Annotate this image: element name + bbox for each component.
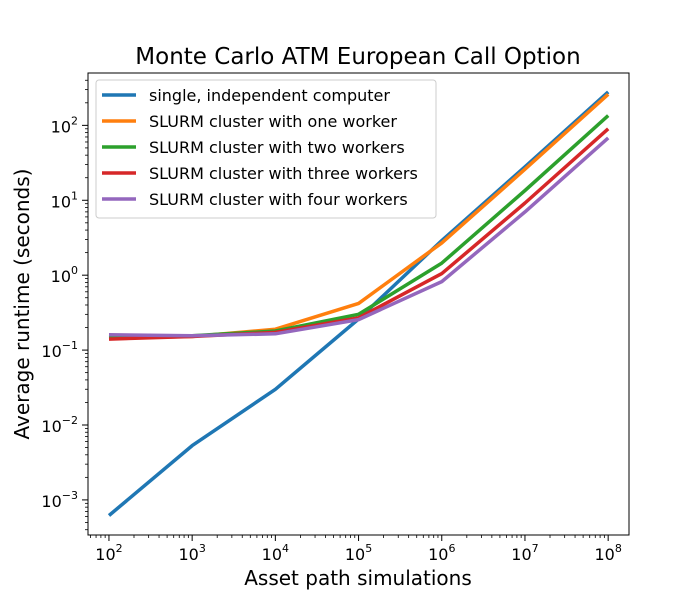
y-tick-label: 101 — [51, 189, 78, 211]
legend-entry-label: single, independent computer — [149, 86, 390, 105]
y-tick-label: 100 — [51, 264, 78, 286]
y-tick-label: 10−2 — [41, 414, 78, 436]
legend-box — [95, 79, 437, 219]
x-tick-label: 102 — [95, 542, 122, 564]
y-tick-label: 10−3 — [41, 489, 78, 511]
series-line-5 — [108, 136, 610, 338]
legend-entry-label: SLURM cluster with four workers — [149, 190, 408, 209]
x-tick-label: 107 — [511, 542, 538, 564]
x-tick-label: 106 — [428, 542, 455, 564]
x-tick-label: 104 — [262, 542, 289, 564]
plot-lines — [107, 90, 610, 517]
x-axis-label: Asset path simulations — [244, 566, 472, 590]
x-tick-label: 103 — [178, 542, 205, 564]
legend: single, independent computer SLURM cluste… — [95, 79, 437, 219]
y-tick-label: 10−1 — [41, 339, 78, 361]
legend-entry-label: SLURM cluster with one worker — [149, 112, 397, 131]
x-axis-ticks: 102 103 104 105 106 107 108 — [90, 535, 622, 564]
x-tick-label: 105 — [345, 542, 372, 564]
y-axis-ticks: 10−3 10−2 10−1 100 101 102 — [41, 79, 88, 531]
x-tick-label: 108 — [594, 542, 621, 564]
y-tick-label: 102 — [51, 114, 78, 136]
y-axis-label: Average runtime (seconds) — [10, 169, 34, 440]
legend-entry-label: SLURM cluster with three workers — [149, 164, 418, 183]
chart-title: Monte Carlo ATM European Call Option — [135, 44, 580, 70]
legend-entry-label: SLURM cluster with two workers — [149, 138, 405, 157]
